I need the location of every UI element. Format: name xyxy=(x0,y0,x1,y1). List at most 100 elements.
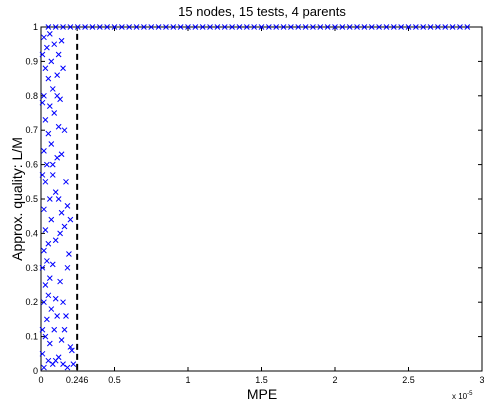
y-tick-label: 0.2 xyxy=(25,297,38,307)
data-point xyxy=(49,172,56,178)
data-point xyxy=(51,41,58,48)
data-point xyxy=(449,24,456,30)
y-tick-label: 0.7 xyxy=(25,125,38,135)
data-point xyxy=(39,172,46,178)
data-point xyxy=(39,350,46,357)
data-point xyxy=(42,178,49,185)
data-point xyxy=(52,237,59,244)
data-point xyxy=(42,117,49,123)
x-tick-label: 1 xyxy=(185,375,190,385)
data-point xyxy=(48,58,55,65)
data-point xyxy=(82,24,88,30)
data-point xyxy=(126,24,133,30)
data-point xyxy=(442,24,449,30)
data-point xyxy=(39,264,46,271)
data-point xyxy=(39,99,46,106)
data-point xyxy=(60,361,66,367)
data-point xyxy=(57,230,63,237)
x-exponent-power: -5 xyxy=(467,391,473,397)
data-point xyxy=(118,24,125,30)
data-point xyxy=(133,24,140,30)
data-point xyxy=(45,24,52,30)
data-point xyxy=(192,24,199,30)
data-point xyxy=(46,196,53,202)
y-tick-label: 0.6 xyxy=(25,160,38,170)
y-tick-label: 0.5 xyxy=(25,194,38,204)
data-point xyxy=(354,24,360,30)
data-point xyxy=(221,24,228,30)
data-point xyxy=(104,24,111,30)
data-point xyxy=(398,24,405,30)
data-point xyxy=(52,24,59,30)
y-tick-label: 0.4 xyxy=(25,228,38,238)
data-point xyxy=(324,24,331,30)
data-point xyxy=(44,258,50,264)
data-point xyxy=(61,127,68,134)
data-point xyxy=(49,261,56,268)
data-point xyxy=(170,24,177,30)
x-tick-label: 2 xyxy=(332,375,337,385)
data-point xyxy=(54,154,61,161)
data-point xyxy=(45,240,52,247)
data-point xyxy=(42,333,49,340)
data-point xyxy=(265,24,272,30)
y-tick-label: 0.8 xyxy=(25,91,38,101)
data-point xyxy=(52,357,59,364)
data-point xyxy=(332,24,338,30)
data-point xyxy=(361,24,368,30)
data-point xyxy=(207,24,213,30)
data-point xyxy=(41,92,47,99)
data-point xyxy=(45,75,52,82)
data-point xyxy=(49,86,56,92)
x-exponent-base: x 10 xyxy=(452,392,468,401)
data-point xyxy=(229,24,235,30)
y-tick-label: 0.9 xyxy=(25,56,38,66)
data-point xyxy=(44,316,50,323)
data-point xyxy=(55,123,62,130)
data-point xyxy=(317,24,324,30)
data-point xyxy=(44,161,50,168)
data-point xyxy=(46,340,53,347)
data-point xyxy=(64,203,71,209)
data-point xyxy=(420,24,427,30)
data-point xyxy=(41,299,47,306)
data-point xyxy=(383,24,390,30)
data-point xyxy=(163,24,169,30)
data-point xyxy=(70,361,77,367)
data-point xyxy=(199,24,206,30)
data-point xyxy=(41,34,47,41)
data-point xyxy=(41,206,47,213)
data-point xyxy=(54,72,61,79)
x-tick-label: 1.5 xyxy=(255,375,268,385)
data-point xyxy=(51,110,58,116)
data-point xyxy=(45,292,52,299)
data-point xyxy=(60,299,66,306)
data-point xyxy=(58,337,65,343)
x-tick-label: 2.5 xyxy=(402,375,415,385)
data-point xyxy=(89,24,96,30)
data-point xyxy=(41,247,47,254)
data-point xyxy=(251,24,258,30)
data-point xyxy=(61,326,68,333)
data-point xyxy=(243,24,250,30)
data-point xyxy=(42,282,49,288)
data-point xyxy=(49,161,56,168)
data-point xyxy=(52,189,59,195)
data-point xyxy=(55,51,62,58)
data-point xyxy=(427,24,434,30)
data-point xyxy=(67,24,74,30)
data-point xyxy=(52,295,59,302)
data-point xyxy=(280,24,287,30)
data-point xyxy=(39,51,46,58)
data-point xyxy=(412,24,419,30)
data-point xyxy=(57,278,63,285)
data-point xyxy=(48,216,55,223)
data-point xyxy=(42,227,49,233)
data-point xyxy=(302,24,309,30)
data-point xyxy=(69,347,75,354)
data-point xyxy=(435,24,441,30)
data-point xyxy=(368,24,375,30)
data-point xyxy=(67,216,74,223)
data-point xyxy=(45,130,52,137)
